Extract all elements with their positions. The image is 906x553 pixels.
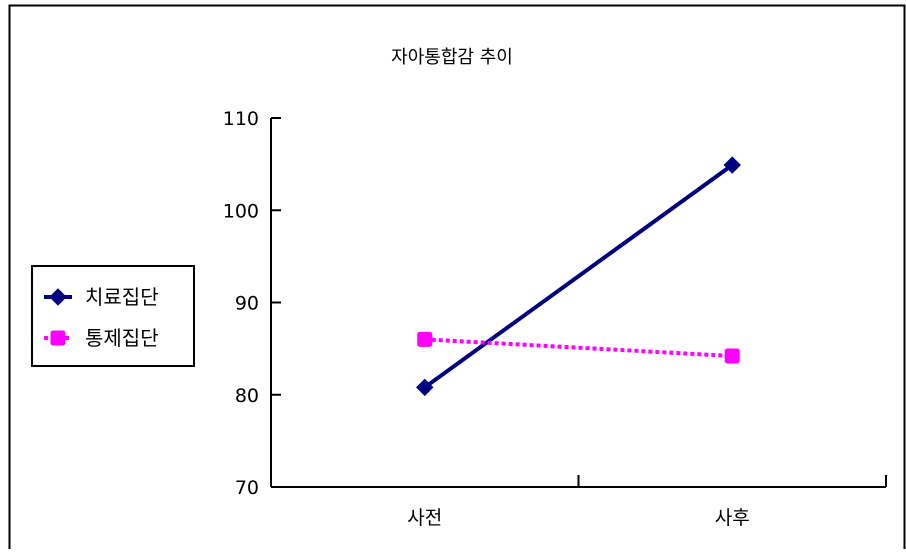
chart-title: 자아통합감 추이 [391,47,513,68]
series-2-point [417,331,433,347]
y-tick-label: 70 [235,477,259,499]
y-tick-label: 90 [235,293,259,315]
legend-box [31,265,195,367]
series-layer [416,156,741,397]
x-tick-label: 사후 [715,507,750,529]
y-tick-label: 110 [223,108,259,130]
axes: 70 80 90 100 110 사전 사후 [223,108,887,529]
legend-label: 통제집단 [85,326,159,350]
series-2-point [724,348,740,364]
y-tick-label: 80 [235,385,259,407]
series-line-1 [423,163,734,389]
y-tick-label: 100 [223,200,259,222]
series-1-point [416,378,434,397]
series-line-2 [424,337,733,359]
legend-swatch-marker [49,288,67,306]
legend-swatch-marker [50,330,66,346]
x-tick-label: 사전 [407,507,442,529]
series-1-point [723,156,741,174]
legend-label: 치료집단 [85,285,159,309]
chart-frame [8,4,906,549]
